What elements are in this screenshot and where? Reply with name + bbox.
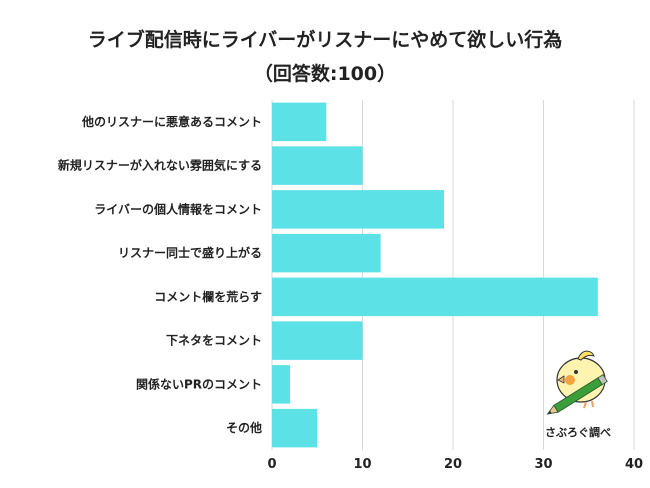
- x-tick-label: 10: [353, 457, 371, 472]
- bar: [272, 102, 327, 142]
- bar: [272, 190, 444, 229]
- x-tick-label: 0: [267, 457, 276, 472]
- bar: [272, 408, 318, 448]
- x-tick-label: 30: [534, 457, 552, 472]
- chart-subtitle: （回答数:100）: [254, 62, 396, 85]
- bar: [272, 321, 363, 360]
- category-label: コメント欄を荒らす: [154, 289, 262, 304]
- category-label: その他: [226, 420, 262, 435]
- bar: [272, 233, 381, 273]
- chart-title: ライブ配信時にライバーがリスナーにやめて欲しい行為: [88, 28, 563, 51]
- bird-with-pencil-icon: [546, 350, 608, 415]
- category-label: 関係ないPRのコメント: [136, 376, 262, 391]
- category-label: 他のリスナーに悪意あるコメント: [81, 114, 262, 129]
- bar: [272, 365, 291, 404]
- category-label: ライバーの個人情報をコメント: [94, 201, 262, 216]
- x-tick-label: 40: [625, 457, 643, 472]
- category-label: 下ネタをコメント: [166, 334, 262, 348]
- category-label: リスナー同士で盛り上がる: [118, 245, 262, 260]
- bars: [272, 102, 598, 448]
- category-label: 新規リスナーが入れない雰囲気にする: [58, 158, 262, 173]
- category-labels: 他のリスナーに悪意あるコメント新規リスナーが入れない雰囲気にするライバーの個人情…: [58, 114, 262, 435]
- x-tick-label: 20: [444, 457, 462, 472]
- source-credit: さぶろぐ調べ: [545, 425, 611, 439]
- bar: [272, 146, 363, 185]
- bar: [272, 277, 598, 317]
- x-tick-labels: 0 10 20 30 40: [267, 457, 643, 472]
